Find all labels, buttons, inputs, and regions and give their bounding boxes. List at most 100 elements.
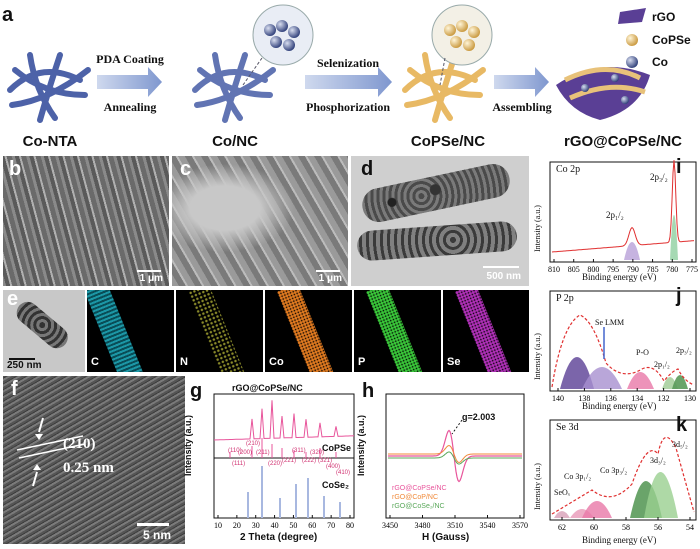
xrd-xtick: 70: [327, 521, 335, 530]
se-fit-envelope: [551, 436, 695, 515]
co-2p32-peak: [670, 215, 678, 260]
xps-co-peak1: 2p₁/₂: [606, 210, 624, 220]
xrd-hkl-label: (211): [256, 450, 270, 456]
xps-co-peak2: 2p₃/₂: [650, 172, 668, 182]
xps-co-title: Co 2p: [556, 164, 581, 175]
xps-se-xtick: 60: [590, 523, 598, 532]
xps-p-xtick: 134: [631, 394, 643, 403]
co-nta-fibers: [7, 52, 91, 123]
scale-bar-c: [316, 270, 340, 272]
arrow-step1: [97, 67, 162, 97]
p-2p32-peak: [672, 375, 688, 389]
scale-bar-f: [137, 523, 169, 526]
xrd-hkl-label: (221): [282, 458, 297, 464]
xps-p-2p12: 2p₁/₂: [654, 360, 670, 369]
epr-trace-cose2: [388, 451, 522, 465]
xrd-hkl-label: (111): [232, 461, 246, 467]
arrow-step2: [305, 67, 392, 97]
lattice-plane: (210): [63, 436, 96, 452]
xrd-reference-bars: [229, 438, 341, 518]
rgo-legend-icon: [618, 8, 646, 24]
map-p: P: [354, 290, 441, 372]
scale-bar-d: [483, 266, 519, 268]
legend-copse: CoPSe: [652, 33, 691, 47]
step2-bottom-label: Phosphorization: [305, 100, 390, 114]
scale-text-b: 1 μm: [139, 273, 163, 284]
xrd-xtick: 30: [252, 521, 260, 530]
xps-p-po: P-O: [636, 348, 649, 357]
xps-se-3d32: 3d₃/₂: [650, 456, 666, 465]
xps-p-xtick: 136: [605, 394, 617, 403]
xps-p-chart: 140 138 136 134 132 130: [549, 290, 697, 403]
rgo-composite: [556, 67, 650, 120]
xrd-hkl-label: (321): [318, 458, 333, 464]
xrd-xtick: 20: [233, 521, 241, 530]
panel-label-f: f: [11, 378, 18, 400]
co-nanoparticles: [264, 20, 300, 51]
xrd-hkl-label: (110): [228, 448, 242, 454]
legend-rgo: rGO: [652, 10, 676, 24]
copse-legend-icon: [626, 34, 638, 46]
panel-label-i: i: [676, 156, 682, 178]
map-c: C: [87, 290, 174, 372]
panel-label-c: c: [180, 158, 192, 180]
xrd-xtick: 40: [271, 521, 279, 530]
epr-xtick: 3540: [480, 521, 496, 530]
map-label-c: C: [91, 356, 99, 368]
xps-co-ylabel: Intensity (a.u.): [533, 205, 542, 252]
step3-label: Assembling: [492, 100, 552, 114]
xrd-xtick: 50: [289, 521, 297, 530]
xrd-hkl-label: (400): [326, 464, 341, 470]
xrd-chart: 10 20 30 40 50 60 70 80: [213, 393, 355, 530]
p-fit-envelope: [551, 314, 695, 388]
xrd-sample-label: rGO@CoPSe/NC: [232, 383, 303, 393]
xps-co-xtick: 780: [666, 265, 678, 274]
xps-p-title: P 2p: [556, 293, 574, 304]
xps-co-xtick: 800: [587, 265, 599, 274]
mapping-tem-image: e 250 nm: [3, 290, 85, 372]
xps-p-xlabel: Binding energy (eV): [582, 401, 657, 411]
panel-label-k: k: [676, 414, 688, 436]
hrtem-image-f: f (210) 0.25 nm 5 nm: [3, 376, 185, 544]
panel-label-h: h: [362, 380, 375, 402]
epr-g-value: g=2.003: [462, 412, 496, 422]
map-label-n: N: [180, 356, 188, 368]
xps-co-xtick: 785: [647, 265, 659, 274]
seox-peak: [554, 511, 570, 518]
step1-top-label: PDA Coating: [96, 52, 164, 66]
co-nc-fibers: [192, 52, 276, 123]
xrd-ref2-label: CoSe₂: [322, 480, 350, 490]
zoom-bubble-2: [431, 4, 493, 66]
panel-label-g: g: [190, 380, 203, 402]
co-3p-peak: [582, 501, 612, 518]
arrow-step3: [494, 67, 549, 97]
nanotube-2: [356, 220, 518, 262]
xps-se-xtick: 56: [654, 523, 662, 532]
step1-bottom-label: Annealing: [103, 100, 157, 114]
zoom-bubble-1: [252, 4, 314, 66]
xps-se-title: Se 3d: [556, 422, 579, 433]
map-label-p: P: [358, 356, 366, 368]
copse-nanoparticles: [444, 20, 480, 51]
map-n: N: [176, 290, 263, 372]
panel-label-d: d: [361, 158, 374, 180]
epr-trace-copse: [388, 429, 522, 483]
xps-p-ylabel: Intensity (a.u.): [533, 333, 542, 380]
scale-bar-b: [137, 270, 161, 272]
tem-image-d: d 500 nm: [351, 156, 529, 286]
xps-p-xtick: 132: [658, 394, 670, 403]
xps-p-xtick: 130: [684, 394, 696, 403]
nanotube-1: [359, 160, 513, 226]
p-o-peak: [627, 372, 654, 389]
xps-se-ylabel: Intensity (a.u.): [533, 463, 542, 510]
epr-legend-3: rGO@CoSe₂/NC: [392, 503, 445, 510]
xps-co-chart: 810 805 800 795 790 785 780 775: [548, 160, 698, 274]
epr-legend-2: rGO@CoP/NC: [392, 494, 438, 501]
epr-chart: 3450 3480 3510 3540 3570: [382, 393, 528, 530]
xps-se-xlabel: Binding energy (eV): [582, 535, 657, 545]
xps-se-xtick: 54: [686, 523, 694, 532]
xps-se-chart: 62 60 58 56 54: [549, 419, 697, 532]
xps-co-xtick: 805: [568, 265, 580, 274]
sem-image-b: b 1 μm: [3, 156, 169, 286]
scale-text-f: 5 nm: [142, 528, 171, 542]
